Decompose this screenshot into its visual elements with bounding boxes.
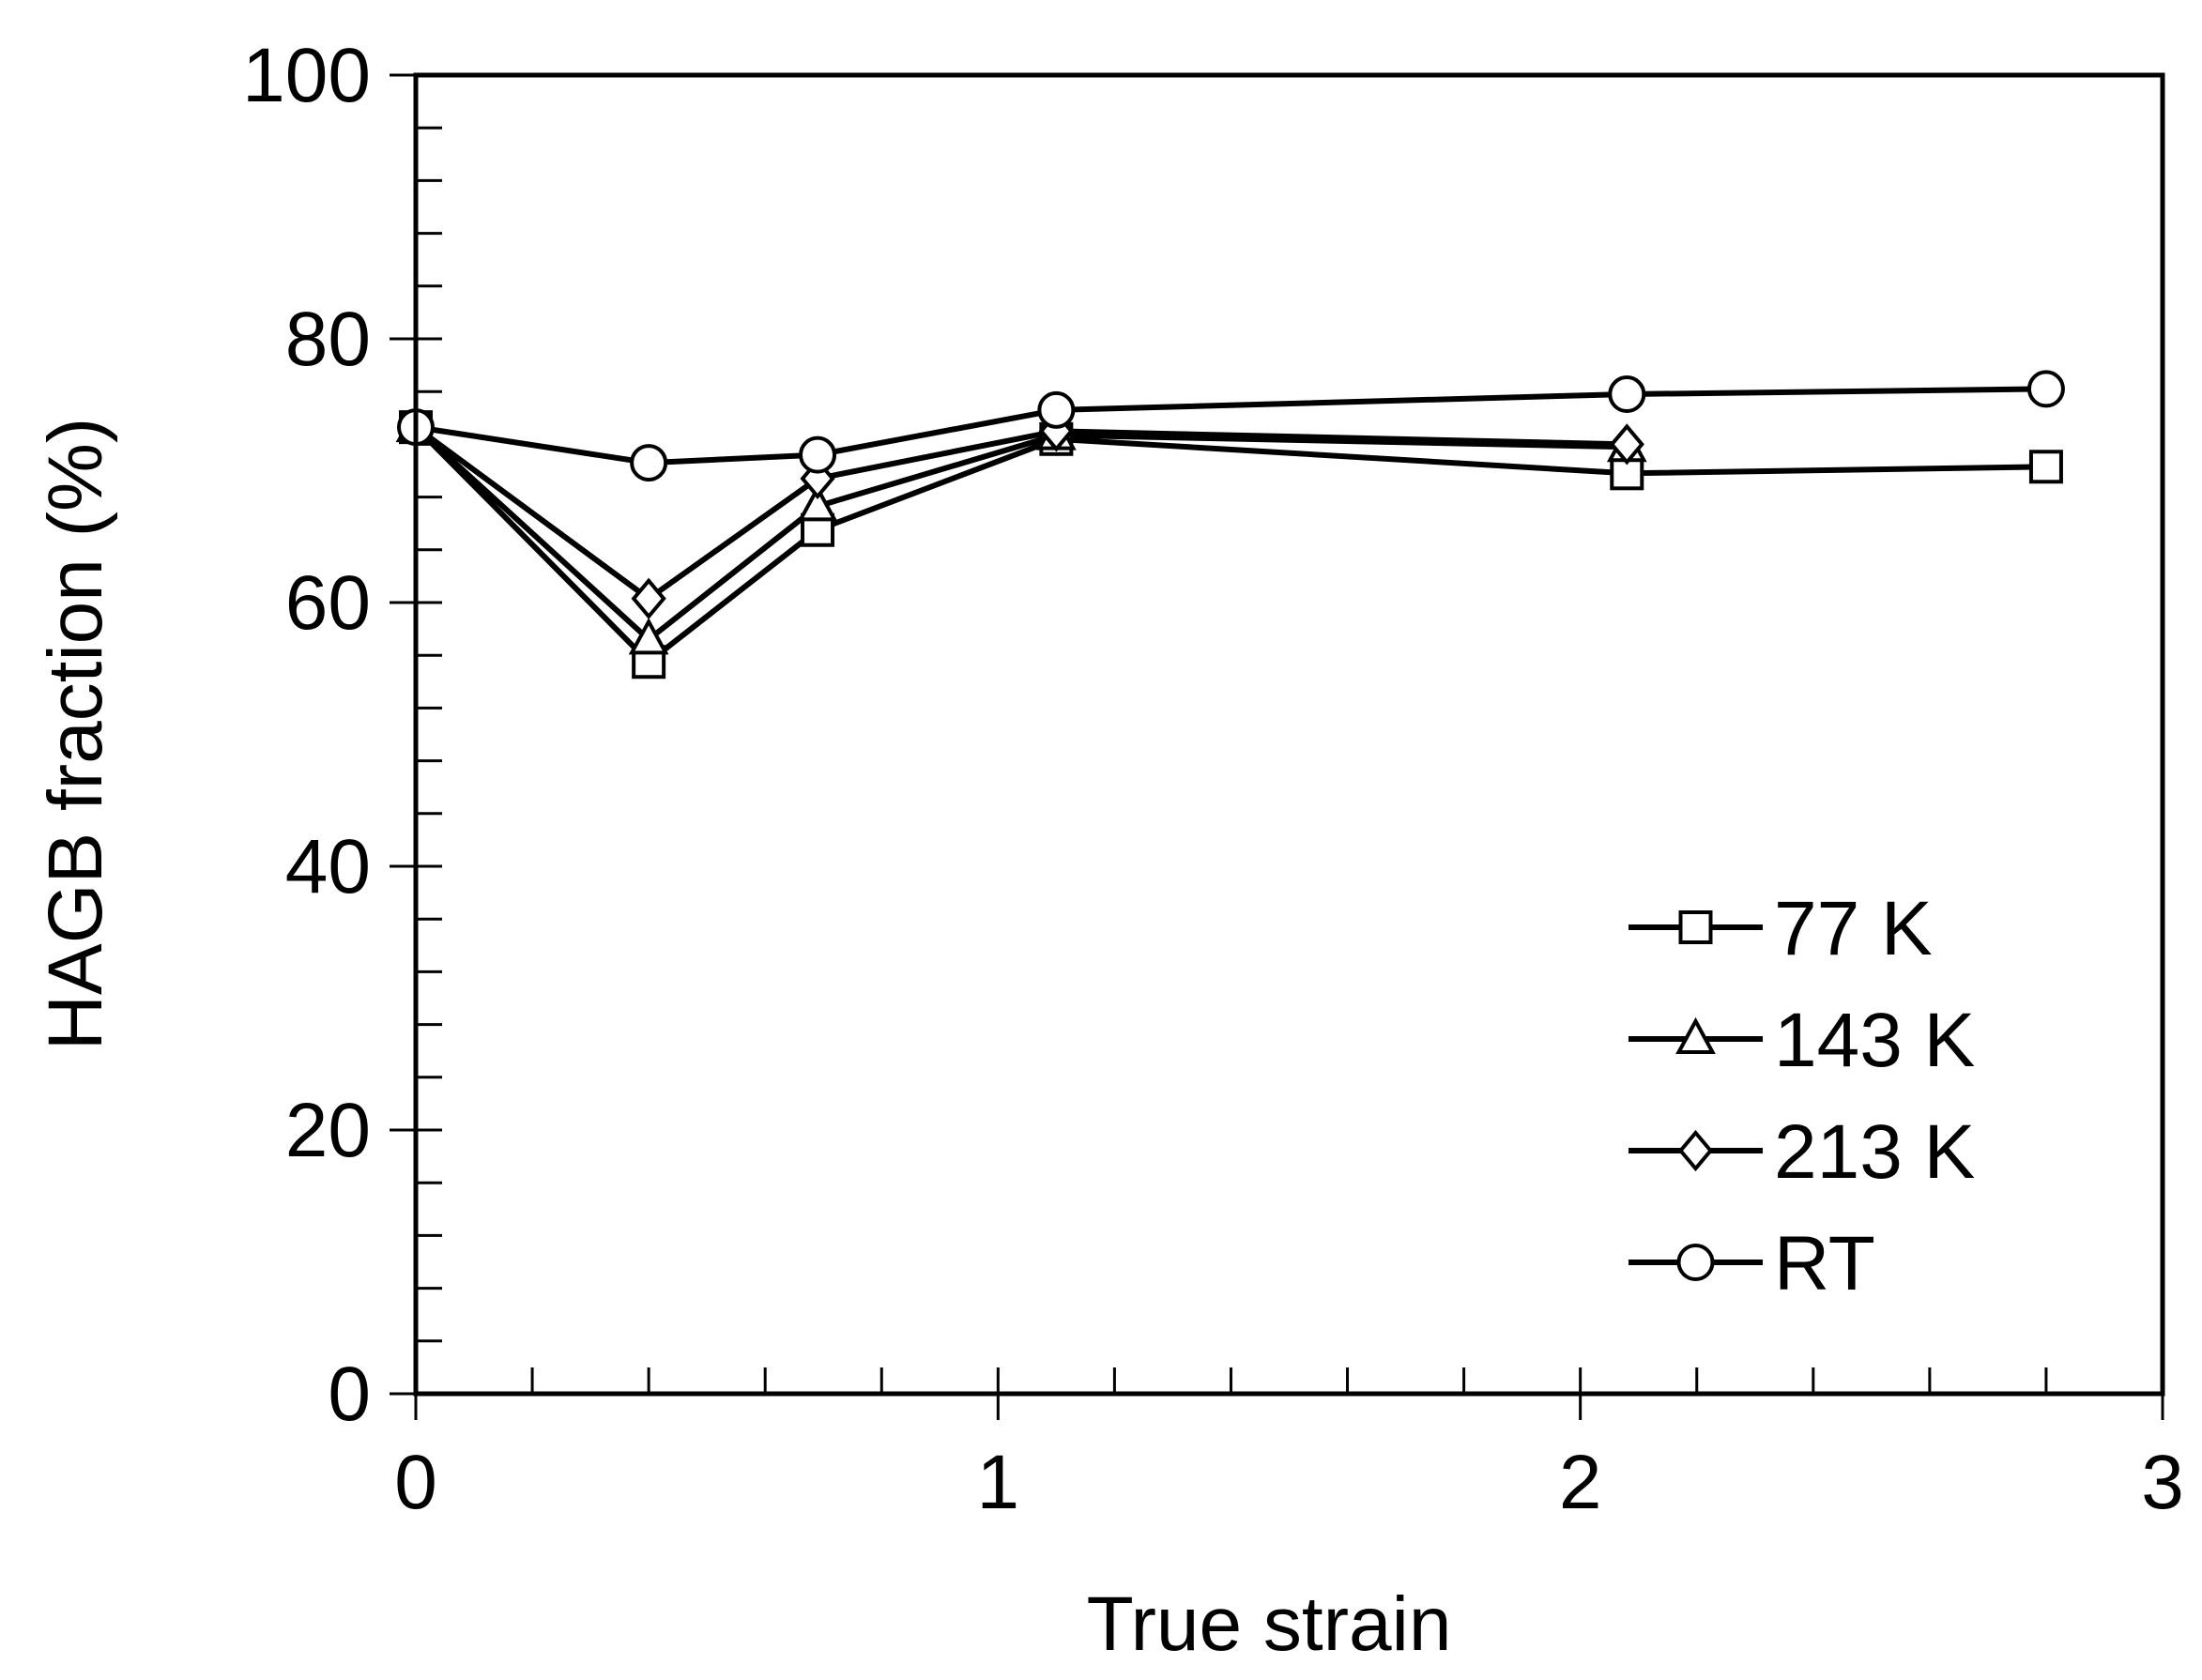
x-tick-label: 1 [977,1440,1020,1525]
data-point-143-k [797,484,838,522]
legend: 77 K 143 K 213 K RT [1629,886,1975,1306]
legend-label-rt: RT [1774,1221,1875,1306]
x-tick-label: 3 [2141,1440,2184,1525]
plot-frame [413,72,2165,1397]
data-point-rt [1037,390,1076,429]
legend-marker-77-k [1678,910,1713,944]
data-point-rt [630,444,668,482]
series-line-rt [415,386,2046,466]
y-tick-label: 40 [285,824,371,909]
series-line-77-k [413,424,2046,665]
legend-label-143-k: 143 K [1774,998,1975,1083]
y-tick-label: 20 [285,1088,371,1173]
data-point-143-k [628,618,669,655]
plot-area [416,75,2163,1394]
data-point-rt [2026,370,2065,408]
y-tick-label: 0 [328,1352,371,1437]
x-axis-label: True strain [1087,1581,1452,1667]
data-point-213-k [631,577,666,619]
data-point-77-k [2028,450,2063,484]
data-point-rt [1608,375,1646,414]
legend-label-213-k: 213 K [1774,1109,1975,1195]
y-tick-label: 80 [285,297,371,382]
y-tick-label: 100 [242,33,371,118]
data-point-rt [799,435,837,474]
data-point-213-k [1609,423,1644,466]
legend-marker-143-k [1675,1016,1716,1054]
y-axis-label: HAGB fraction (%) [33,418,118,1050]
x-tick-label: 0 [394,1440,437,1525]
legend-marker-213-k [1677,1129,1714,1172]
legend-label-77-k: 77 K [1774,886,1933,971]
y-tick-label: 60 [285,560,371,646]
x-tick-label: 2 [1559,1440,1602,1525]
legend-marker-rt [1676,1244,1715,1281]
